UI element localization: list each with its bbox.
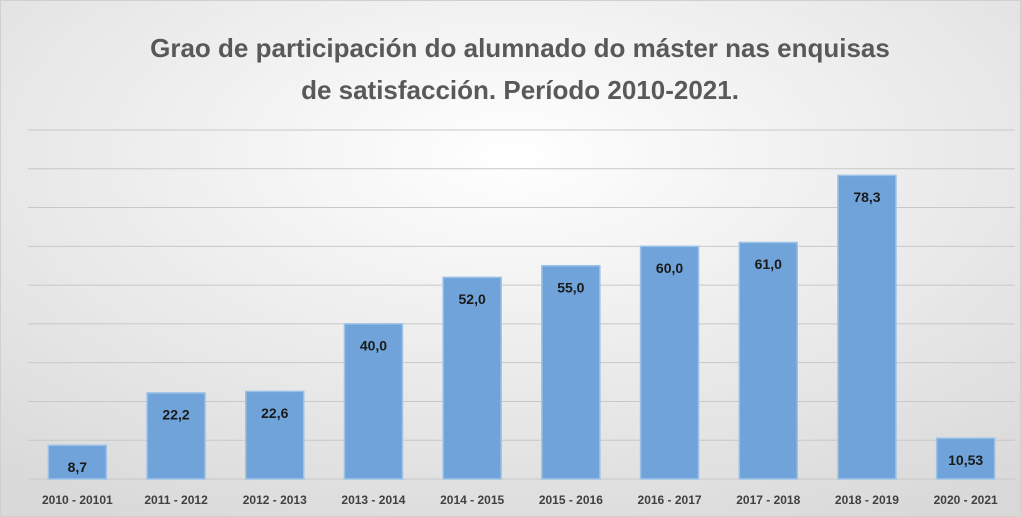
data-label: 78,3 (853, 189, 880, 205)
chart-title: Grao de participación do alumnado do más… (150, 33, 890, 63)
data-label: 52,0 (459, 291, 486, 307)
bar (738, 241, 798, 480)
data-label: 22,2 (162, 407, 189, 423)
bar (639, 245, 700, 480)
bar (343, 323, 404, 480)
data-label: 40,0 (360, 338, 387, 354)
bar (146, 392, 206, 480)
x-tick-label: 2013 - 2014 (341, 493, 405, 507)
bar (935, 437, 996, 480)
data-label: 55,0 (557, 279, 584, 295)
data-label: 22,6 (261, 405, 288, 421)
data-label: 10,53 (948, 452, 983, 468)
x-tick-label: 2016 - 2017 (638, 493, 702, 507)
data-label: 60,0 (656, 260, 683, 276)
x-tick-label: 2017 - 2018 (736, 493, 800, 507)
x-tick-label: 2020 - 2021 (934, 493, 998, 507)
bar (245, 390, 305, 480)
x-tick-label: 2010 - 20101 (42, 493, 113, 507)
bar (442, 276, 502, 480)
bar (47, 444, 108, 480)
chart-title: de satisfacción. Período 2010-2021. (301, 75, 739, 105)
x-tick-label: 2015 - 2016 (539, 493, 603, 507)
bar (837, 174, 897, 480)
data-label: 8,7 (68, 459, 88, 475)
bar (541, 264, 601, 480)
x-tick-label: 2018 - 2019 (835, 493, 899, 507)
data-label: 61,0 (755, 256, 782, 272)
x-tick-label: 2014 - 2015 (440, 493, 504, 507)
x-tick-label: 2011 - 2012 (144, 493, 208, 507)
x-tick-label: 2012 - 2013 (243, 493, 307, 507)
